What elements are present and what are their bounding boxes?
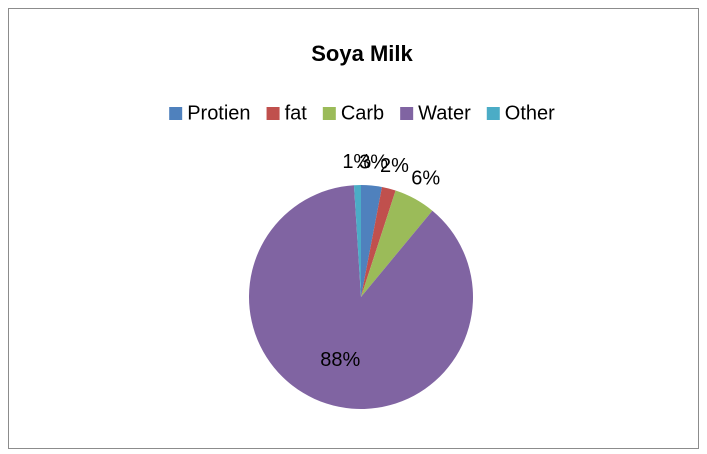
data-label: 1%: [342, 151, 371, 173]
legend-label: fat: [285, 102, 308, 124]
legend-label: Other: [505, 102, 555, 124]
legend-swatch: [400, 107, 414, 120]
data-label: 2%: [380, 155, 409, 177]
legend-label: Carb: [341, 102, 384, 124]
chart-title: Soya Milk: [311, 41, 413, 66]
legend-swatch: [169, 107, 183, 120]
pie-slice: [361, 186, 396, 297]
legend-swatch: [486, 107, 500, 120]
legend-swatch: [266, 107, 280, 120]
data-label: 3%: [359, 151, 388, 173]
legend-label: Protien: [187, 102, 250, 124]
data-label: 6%: [411, 168, 440, 190]
legend-label: Water: [418, 102, 471, 124]
data-label: 88%: [320, 349, 360, 371]
pie-slice: [361, 190, 433, 297]
pie-slice: [248, 185, 473, 409]
pie-slice: [353, 185, 361, 297]
pie-slice: [361, 185, 382, 297]
legend-swatch: [322, 107, 336, 120]
